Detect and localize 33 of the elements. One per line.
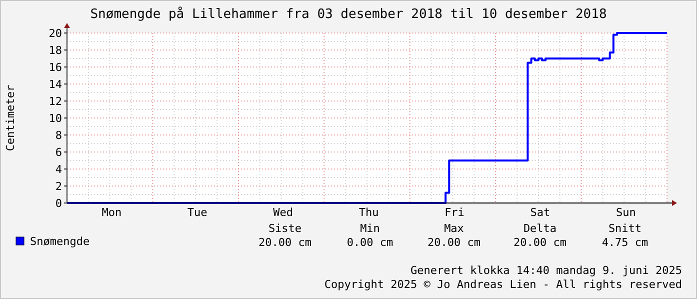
- text: 0.00 cm: [346, 236, 394, 249]
- text: Delta: [523, 222, 557, 235]
- y-tick-label: 16: [48, 60, 62, 74]
- y-tick-label: 4: [55, 162, 62, 176]
- y-tick-label: 6: [55, 146, 62, 159]
- text: Siste: [268, 222, 302, 235]
- chart-title: Snømengde på Lillehammer fra 03 desember 2018 til 10 desember 2018: [90, 6, 607, 22]
- legend-label: Snømengde: [30, 235, 90, 248]
- x-tick-label: Mon: [102, 206, 122, 219]
- y-tick-label: 2: [55, 180, 62, 193]
- y-tick-label: 8: [55, 128, 62, 142]
- text: 4.75 cm: [602, 236, 649, 249]
- text: Snitt: [608, 222, 642, 235]
- text: Max: [444, 222, 464, 235]
- text: 20.00 cm: [428, 236, 481, 249]
- text: 20.00 cm: [258, 236, 312, 249]
- x-tick-label: Tue: [187, 206, 208, 219]
- y-axis-title: Centimeter: [4, 84, 17, 152]
- text: 20.00 cm: [514, 236, 567, 249]
- text: Copyright 2025 © Jo Andreas Lien - All rights reserved: [324, 278, 682, 291]
- x-tick-label: Wed: [273, 206, 294, 219]
- y-tick-label: 20: [48, 26, 62, 40]
- y-tick-label: 18: [48, 44, 62, 57]
- text: Min: [360, 222, 380, 235]
- x-tick-label: Thu: [358, 206, 379, 219]
- x-tick-label: Fri: [444, 206, 464, 219]
- x-tick-label: Sat: [530, 206, 550, 219]
- y-tick-label: 10: [48, 112, 62, 125]
- y-tick-label: 0: [55, 196, 62, 210]
- y-tick-label: 14: [48, 78, 62, 91]
- y-tick-label: 12: [48, 94, 62, 108]
- text: Generert klokka 14:40 mandag 9. juni 2025: [410, 264, 682, 277]
- x-tick-label: Sun: [616, 206, 636, 219]
